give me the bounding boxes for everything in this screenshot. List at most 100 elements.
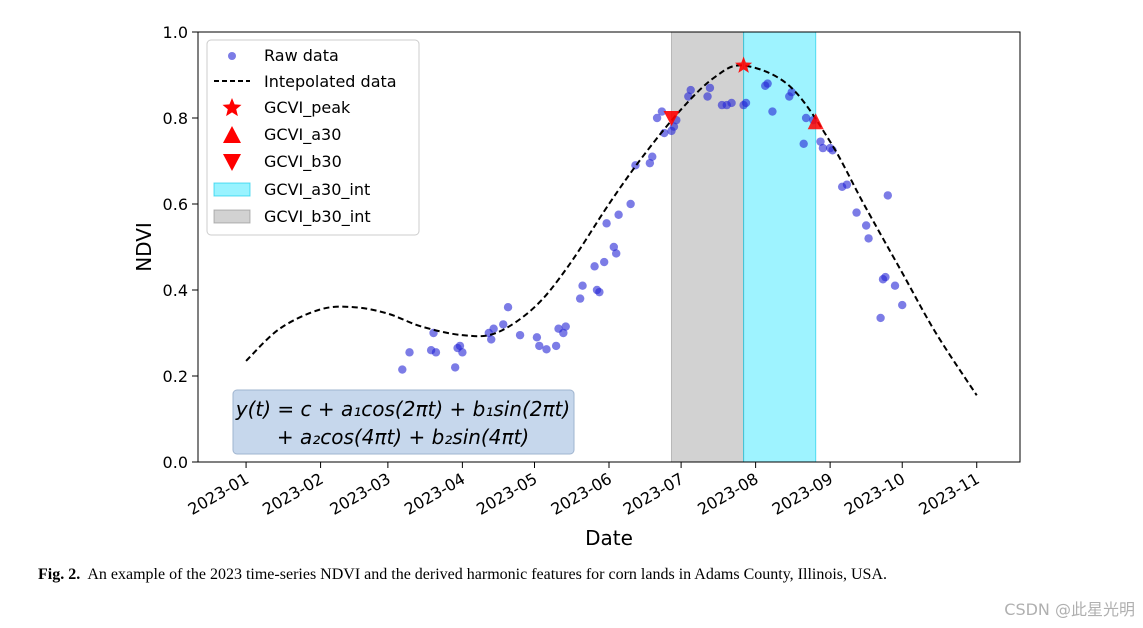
raw-data-point	[532, 333, 542, 342]
raw-data-point	[561, 322, 570, 331]
raw-data-point	[595, 287, 604, 297]
raw-data-point	[450, 363, 460, 372]
raw-data-point	[458, 348, 467, 357]
equation-box: y(t) = c + a₁cos(2πt) + b₁sin(2πt) + a₂c…	[232, 389, 575, 455]
raw-data-point	[578, 281, 587, 290]
y-tick-label: 0.4	[163, 281, 188, 300]
raw-data-point	[609, 242, 619, 252]
x-tick-label: 2023-01	[185, 469, 252, 519]
raw-data-point	[768, 107, 777, 116]
raw-data-point	[503, 303, 513, 312]
raw-data-point	[657, 107, 667, 116]
x-tick-label: 2023-09	[769, 469, 836, 519]
y-tick-label: 0.0	[163, 453, 188, 472]
legend-b30-int-patch	[213, 209, 251, 224]
legend-box	[206, 39, 420, 236]
raw-data-point	[852, 208, 861, 217]
legend-peak-marker	[222, 98, 242, 117]
legend-a30-int-patch	[213, 182, 251, 197]
raw-data-point	[645, 158, 655, 168]
x-tick-label: 2023-11	[915, 469, 982, 519]
raw-data-point	[575, 294, 585, 303]
raw-data-point	[559, 328, 568, 338]
raw-data-point	[799, 139, 808, 148]
raw-data-point	[535, 341, 544, 351]
x-tick-label: 2023-02	[259, 469, 326, 519]
raw-data-point	[816, 137, 825, 146]
raw-data-point	[705, 83, 715, 93]
figure-caption: Fig. 2. An example of the 2023 time-seri…	[38, 566, 1138, 584]
raw-data-point	[398, 365, 407, 374]
x-tick-label: 2023-05	[473, 469, 540, 519]
x-axis-label: Date	[585, 526, 633, 550]
a30-interval-band	[743, 31, 817, 463]
raw-data-point	[741, 98, 751, 108]
raw-data-point	[648, 152, 657, 161]
legend-a30-marker	[223, 126, 241, 143]
raw-data-point	[801, 113, 811, 123]
x-tick-label: 2023-07	[620, 469, 687, 519]
equation-line-1: y(t) = c + a₁cos(2πt) + b₁sin(2πt)	[235, 397, 570, 421]
raw-data-point	[881, 272, 890, 282]
raw-data-point	[861, 221, 871, 230]
raw-data-point	[864, 234, 873, 243]
legend-raw-marker	[228, 52, 236, 60]
raw-data-point	[686, 85, 695, 95]
x-tick-label: 2023-03	[326, 469, 393, 519]
y-tick-label: 0.8	[163, 109, 188, 128]
figure-caption-label: Fig. 2.	[38, 566, 81, 583]
peak-marker	[735, 56, 753, 73]
y-tick-label: 1.0	[163, 23, 188, 42]
raw-data-point	[489, 324, 498, 333]
legend-peak-label: GCVI_peak	[264, 98, 351, 118]
raw-data-point	[590, 262, 599, 271]
raw-data-point	[883, 191, 893, 200]
raw-data-point	[515, 330, 525, 340]
plot-layer	[245, 31, 978, 463]
raw-data-point	[405, 348, 414, 357]
y-axis-label: NDVI	[132, 222, 156, 272]
legend-a30-int-label: GCVI_a30_int	[264, 180, 370, 200]
raw-data-point	[431, 348, 441, 357]
raw-data-point	[898, 300, 907, 310]
figure-caption-text: An example of the 2023 time-series NDVI …	[87, 566, 888, 583]
raw-data-point	[652, 113, 662, 123]
raw-data-point	[818, 143, 828, 153]
raw-data-point	[890, 281, 900, 290]
interpolated-curve	[245, 64, 978, 396]
x-tick-label: 2023-04	[401, 469, 468, 519]
x-tick-label: 2023-08	[694, 469, 761, 519]
raw-data-point	[842, 180, 852, 189]
raw-data-point	[551, 341, 561, 351]
raw-data-point	[614, 210, 623, 219]
raw-data-point	[487, 335, 496, 344]
raw-data-point	[763, 79, 772, 88]
a30-marker	[807, 113, 824, 130]
raw-data-point	[787, 88, 796, 97]
raw-data-point	[455, 341, 465, 351]
equation-line-2: + a₂cos(4πt) + b₂sin(4πt)	[277, 425, 529, 449]
watermark: CSDN @此星光明	[1004, 600, 1135, 619]
raw-data-point	[612, 249, 621, 258]
raw-data-point	[727, 98, 736, 108]
raw-data-point	[876, 313, 885, 323]
equation-box-bg	[232, 389, 575, 455]
x-tick-label: 2023-10	[841, 469, 908, 519]
legend-interp-label: Intepolated data	[264, 72, 397, 91]
legend-b30-int-label: GCVI_b30_int	[264, 207, 371, 227]
legend-a30-label: GCVI_a30	[264, 125, 341, 145]
legend: Raw data Intepolated data GCVI_peak GCVI…	[206, 39, 420, 236]
raw-data-point	[626, 199, 635, 209]
b30-marker	[663, 111, 680, 126]
legend-b30-label: GCVI_b30	[264, 152, 342, 172]
y-tick-label: 0.6	[163, 195, 188, 214]
legend-b30-marker	[223, 154, 241, 171]
raw-data-point	[703, 92, 712, 101]
raw-data-point	[599, 257, 609, 267]
legend-raw-label: Raw data	[264, 46, 339, 65]
raw-data-point	[499, 320, 508, 329]
raw-data-point	[542, 345, 551, 354]
x-tick-label: 2023-06	[548, 469, 615, 519]
raw-data-point	[602, 219, 611, 228]
